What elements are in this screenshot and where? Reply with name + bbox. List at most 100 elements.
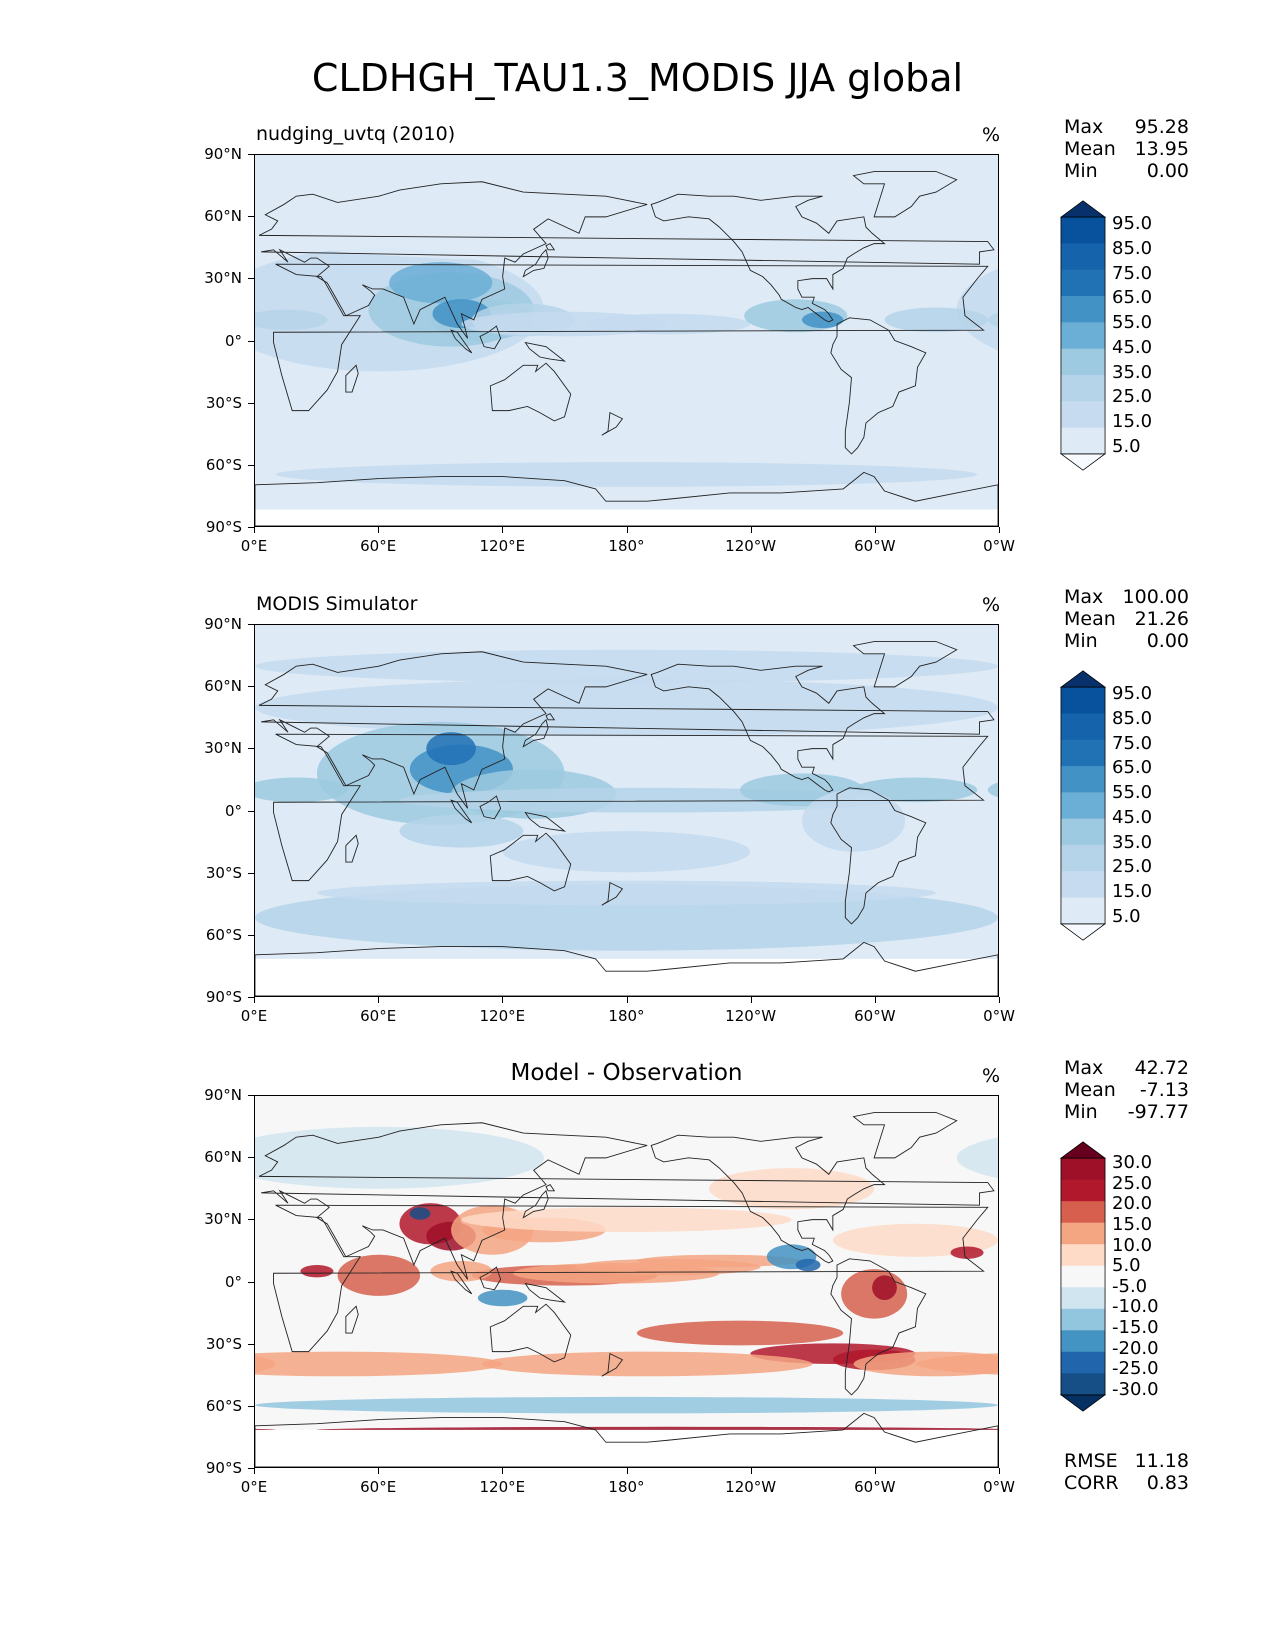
map-plot-1 [255, 155, 998, 526]
lat-tick-label: 60°N [204, 207, 242, 226]
colorbar-frame [1060, 686, 1106, 925]
coastline-new-zealand [601, 1352, 624, 1377]
contour-region [255, 1126, 544, 1189]
map-panel-1 [254, 154, 999, 527]
colorbar-segment [1060, 1265, 1106, 1288]
colorbar-tick-label: -25.0 [1112, 1358, 1159, 1380]
coastline-borneo [479, 795, 502, 820]
stat-label: Mean [1064, 138, 1116, 160]
lat-tick [248, 216, 254, 218]
lon-tick [999, 1468, 1000, 1474]
coastline-sumatra [450, 1270, 473, 1295]
colorbar-tick-label: 95.0 [1112, 213, 1153, 235]
lat-tick-label: 30°S [205, 393, 242, 412]
stat-value: 0.00 [1146, 630, 1189, 652]
coastline-s-america [830, 317, 927, 455]
lon-tick-label: 0°E [240, 1007, 268, 1025]
colorbar-tick-label: 55.0 [1112, 782, 1153, 804]
stat-max: Max 100.00 [1064, 586, 1189, 608]
colorbar-extend-top [1060, 200, 1106, 218]
contour-region [389, 262, 493, 304]
contour-region [337, 1254, 421, 1296]
stat-mean: Mean 21.26 [1064, 608, 1189, 630]
stat-value: 95.28 [1134, 116, 1189, 138]
lon-tick [378, 1468, 380, 1474]
stat-value: -7.13 [1139, 1079, 1189, 1101]
coastline-n-america [650, 1134, 886, 1264]
colorbar-tick-label: 45.0 [1112, 336, 1153, 358]
colorbar-extend-bottom [1060, 923, 1106, 941]
contour-region [426, 732, 476, 766]
colorbar-segment [1060, 1373, 1106, 1396]
lon-tick-label: 0°W [983, 537, 1015, 555]
coastline-antarctica [255, 1412, 998, 1467]
colorbar-segment [1060, 1351, 1106, 1374]
lon-tick-label: 120°E [479, 1478, 526, 1496]
metric-label: RMSE [1064, 1450, 1118, 1472]
contour-region [956, 1137, 998, 1179]
contour-region [477, 1289, 528, 1307]
colorbar-segment [1060, 1308, 1106, 1331]
colorbar-tick-label: 15.0 [1112, 880, 1153, 902]
lon-tick-label: 180° [608, 1478, 645, 1496]
contour-region [801, 789, 906, 852]
stat-min: Min 0.00 [1064, 160, 1189, 182]
coastline-europe [258, 651, 995, 809]
lat-tick [248, 1405, 254, 1407]
metric-value: 11.18 [1134, 1450, 1189, 1472]
map-panel-2 [254, 624, 999, 997]
contour-region [636, 1320, 844, 1346]
stat-max: Max 95.28 [1064, 116, 1189, 138]
lat-tick [248, 872, 254, 874]
colorbar-tick-label: -10.0 [1112, 1296, 1159, 1318]
lon-tick-label: 120°E [479, 537, 526, 555]
lon-tick-label: 0°W [983, 1478, 1015, 1496]
lon-tick-label: 120°W [725, 1007, 777, 1025]
lat-tick [248, 934, 254, 936]
coastline-antarctica [255, 471, 998, 526]
colorbar-segment [1060, 427, 1106, 455]
metrics-block: RMSE 11.18 CORR 0.83 [1064, 1450, 1189, 1494]
contour-fill [255, 1126, 998, 1433]
coastline-n-america [650, 193, 886, 323]
stat-max: Max 42.72 [1064, 1057, 1189, 1079]
colorbar [1060, 1141, 1106, 1412]
colorbar-tick-label: 45.0 [1112, 806, 1153, 828]
colorbar-tick-label: 15.0 [1112, 410, 1153, 432]
contour-region [255, 649, 998, 683]
lon-tick-label: 180° [608, 537, 645, 555]
lat-tick [248, 748, 254, 750]
lat-tick-label: 90°N [204, 615, 242, 633]
lat-tick-label: 90°S [205, 518, 242, 536]
lon-tick-label: 180° [608, 1007, 645, 1025]
figure-title: CLDHGH_TAU1.3_MODIS JJA global [311, 56, 964, 100]
contour-region [255, 777, 348, 803]
colorbar-extend-top [1060, 1141, 1106, 1159]
coastline-australia [489, 362, 572, 422]
lat-tick [248, 1468, 254, 1469]
colorbar-segment [1060, 269, 1106, 297]
colorbar-tick-label: 10.0 [1112, 1234, 1153, 1256]
colorbar-segment [1060, 348, 1106, 376]
lon-tick [502, 527, 504, 533]
colorbar-tick-label: -20.0 [1112, 1337, 1159, 1359]
colorbar-segment [1060, 374, 1106, 402]
lon-tick [750, 1468, 752, 1474]
contour-region [482, 1351, 813, 1377]
coastline-sumatra [450, 799, 473, 824]
lat-tick-label: 60°S [205, 455, 242, 474]
contour-region [316, 880, 937, 906]
lat-tick-label: 90°N [204, 1086, 242, 1104]
coastline-japan [522, 1189, 549, 1219]
lat-tick-label: 60°N [204, 1148, 242, 1167]
stat-min: Min -97.77 [1064, 1101, 1189, 1123]
lat-tick-label: 60°S [205, 925, 242, 944]
stats-block: Max 95.28 Mean 13.95 Min 0.00 [1064, 116, 1189, 182]
coastlines [255, 641, 998, 996]
colorbar-tick-label: 25.0 [1112, 386, 1153, 408]
stats-block: Max 100.00 Mean 21.26 Min 0.00 [1064, 586, 1189, 652]
coastline-borneo [479, 325, 502, 350]
contour-region [853, 777, 978, 803]
lat-tick [248, 1095, 254, 1096]
lat-tick [248, 1219, 254, 1221]
